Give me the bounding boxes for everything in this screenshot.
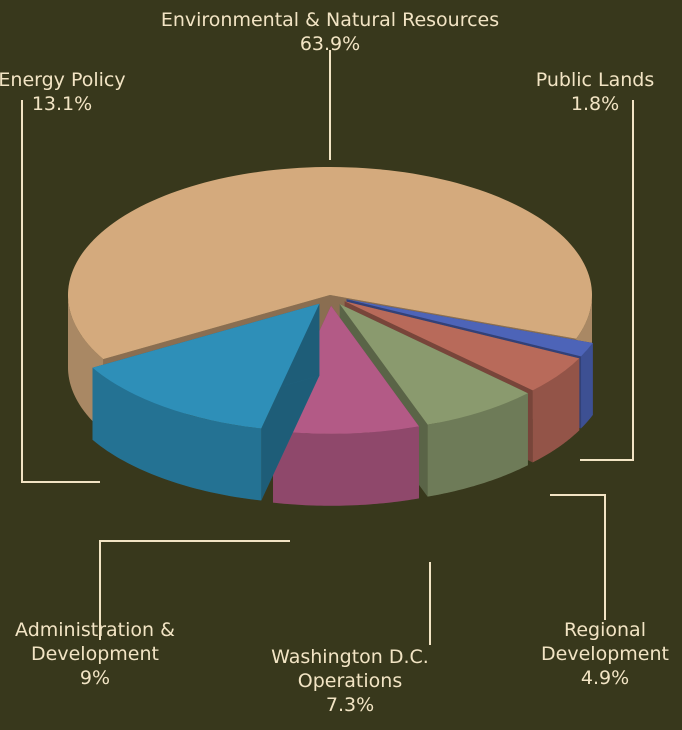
value-label: 4.9% bbox=[580, 667, 630, 689]
value-label: 63.9% bbox=[299, 33, 361, 55]
slice-label: Energy Policy 13.1% bbox=[0, 68, 142, 116]
slice-side bbox=[427, 393, 528, 497]
leader-line bbox=[550, 494, 606, 620]
category-label: Energy Policy bbox=[0, 69, 126, 91]
slice-label: Environmental & Natural Resources 63.9% bbox=[120, 8, 540, 56]
slice-label: Public Lands 1.8% bbox=[515, 68, 675, 116]
slice-shade bbox=[427, 393, 528, 497]
slice-label: Washington D.C. Operations 7.3% bbox=[255, 645, 445, 717]
value-label: 13.1% bbox=[31, 93, 93, 115]
leader-line bbox=[99, 540, 290, 640]
value-label: 7.3% bbox=[325, 694, 375, 716]
value-label: 9% bbox=[79, 667, 111, 689]
category-label: Washington D.C. Operations bbox=[271, 646, 429, 692]
slice bbox=[344, 301, 580, 391]
category-label: Administration & Development bbox=[15, 619, 175, 665]
slice bbox=[273, 305, 419, 434]
slice-shade bbox=[581, 343, 593, 429]
slice bbox=[67, 167, 592, 360]
slice-side bbox=[92, 367, 262, 501]
slice-shade bbox=[273, 426, 419, 506]
slice bbox=[346, 299, 593, 357]
slice bbox=[92, 303, 320, 429]
category-label: Regional Development bbox=[541, 619, 669, 665]
slice-label: Regional Development 4.9% bbox=[530, 618, 680, 690]
slice-label: Administration & Development 9% bbox=[0, 618, 190, 690]
slice-side bbox=[532, 358, 580, 463]
category-label: Environmental & Natural Resources bbox=[160, 9, 500, 31]
category-label: Public Lands bbox=[535, 69, 655, 91]
slice-shade bbox=[92, 367, 262, 501]
slice-side bbox=[273, 426, 419, 506]
leader-line bbox=[580, 100, 634, 461]
value-label: 1.8% bbox=[570, 93, 620, 115]
pie bbox=[67, 167, 593, 506]
leader-line bbox=[21, 100, 100, 483]
slice bbox=[339, 304, 528, 425]
slice-shade bbox=[532, 358, 580, 463]
slice-side bbox=[581, 343, 593, 429]
